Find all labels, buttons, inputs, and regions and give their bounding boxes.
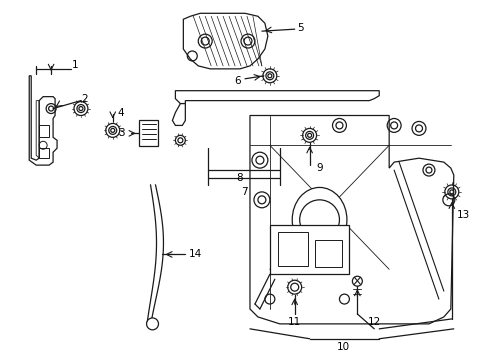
Bar xyxy=(39,148,49,158)
Polygon shape xyxy=(175,91,379,104)
Text: 1: 1 xyxy=(72,60,78,70)
Bar xyxy=(269,225,349,274)
Text: 14: 14 xyxy=(188,249,202,260)
Text: 3: 3 xyxy=(118,129,125,138)
Polygon shape xyxy=(29,76,57,165)
Text: 8: 8 xyxy=(236,173,243,183)
Text: 11: 11 xyxy=(287,317,301,327)
Polygon shape xyxy=(172,104,185,125)
Text: 7: 7 xyxy=(240,187,247,197)
Text: 2: 2 xyxy=(81,94,88,104)
Polygon shape xyxy=(249,116,453,324)
Text: 13: 13 xyxy=(456,210,469,220)
Text: 5: 5 xyxy=(297,23,304,33)
Ellipse shape xyxy=(292,188,346,252)
Text: 6: 6 xyxy=(234,76,241,86)
Text: 10: 10 xyxy=(336,342,349,352)
Circle shape xyxy=(146,318,158,330)
Text: 9: 9 xyxy=(316,163,322,173)
Bar xyxy=(138,121,158,146)
Bar xyxy=(314,239,342,267)
Text: 12: 12 xyxy=(367,317,380,327)
Bar xyxy=(39,125,49,137)
Text: 4: 4 xyxy=(117,108,124,117)
Polygon shape xyxy=(183,13,267,69)
Bar xyxy=(277,231,307,266)
